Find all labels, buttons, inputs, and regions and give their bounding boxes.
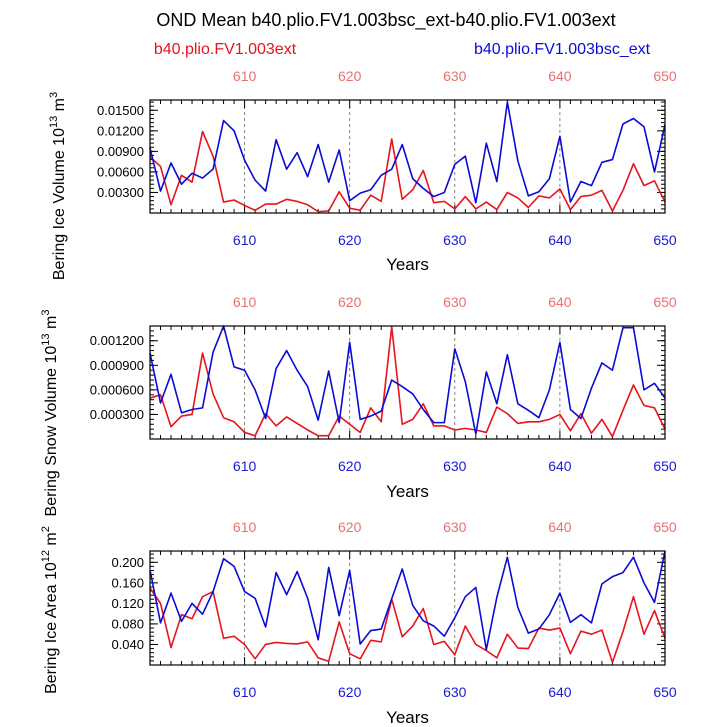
series-line-red: [149, 130, 666, 213]
y-tick-label: 0.001200: [90, 333, 144, 348]
y-tick-label: 0.000300: [90, 407, 144, 422]
x-tick-label-top: 650: [653, 68, 677, 84]
x-tick-label-top: 630: [443, 294, 467, 310]
x-tick-label: 630: [443, 232, 467, 248]
x-tick-label: 650: [653, 232, 677, 248]
x-tick-label: 610: [233, 458, 257, 474]
y-tick-label: 0.000600: [90, 382, 144, 397]
x-tick-label: 620: [338, 458, 362, 474]
x-tick-label: 620: [338, 684, 362, 700]
x-tick-label-top: 610: [233, 294, 257, 310]
y-tick-label: 0.00600: [97, 164, 144, 179]
x-tick-label-top: 650: [653, 519, 677, 535]
panels: 0.00300 0.00600 0.00900 0.01200 0.01500 610 61…: [40, 68, 677, 727]
y-tick-label: 0.040: [111, 637, 144, 652]
x-tick-label-top: 610: [233, 68, 257, 84]
x-tick-label: 640: [548, 458, 572, 474]
panel-2: 0.000300 0.000600 0.000900 0.001200 610 610 62…: [40, 294, 677, 516]
x-tick-label: 620: [338, 232, 362, 248]
y-axis-label: Bering Ice Volume 1013 m3: [48, 92, 68, 280]
plot-frame: [149, 99, 666, 214]
panel-1: 0.00300 0.00600 0.00900 0.01200 0.01500 610 61…: [48, 68, 677, 280]
y-tick-label: 0.200: [111, 555, 144, 570]
left-series-label: b40.plio.FV1.003ext: [154, 41, 297, 58]
x-tick-label-top: 640: [548, 294, 572, 310]
x-axis-label: Years: [386, 255, 429, 274]
y-tick-label: 0.080: [111, 616, 144, 631]
x-tick-label-top: 630: [443, 68, 467, 84]
y-tick-label: 0.160: [111, 575, 144, 590]
x-axis-label: Years: [386, 708, 429, 727]
x-tick-label-top: 630: [443, 519, 467, 535]
x-tick-label-top: 650: [653, 294, 677, 310]
panel-3: 0.040 0.080 0.120 0.160 0.200 610 610 620 620 630…: [40, 519, 677, 727]
series-line-blue: [149, 101, 666, 204]
plot-frame: [149, 550, 666, 666]
x-tick-label: 630: [443, 684, 467, 700]
x-tick-label: 650: [653, 684, 677, 700]
x-tick-label-top: 620: [338, 294, 362, 310]
x-tick-label: 610: [233, 232, 257, 248]
figure-title: OND Mean b40.plio.FV1.003bsc_ext-b40.pli…: [156, 10, 615, 31]
right-series-label: b40.plio.FV1.003bsc_ext: [474, 41, 651, 58]
y-axis-label: Bering Snow Volume 1013 m3: [40, 310, 60, 517]
x-tick-label: 650: [653, 458, 677, 474]
x-tick-label-top: 640: [548, 68, 572, 84]
x-tick-label: 640: [548, 232, 572, 248]
y-tick-label: 0.000900: [90, 358, 144, 373]
x-tick-label-top: 640: [548, 519, 572, 535]
x-axis-label: Years: [386, 482, 429, 501]
x-tick-label-top: 620: [338, 68, 362, 84]
y-tick-label: 0.01500: [97, 103, 144, 118]
y-tick-label: 0.00900: [97, 144, 144, 159]
plot-frame: [149, 325, 666, 440]
x-tick-label: 610: [233, 684, 257, 700]
series-line-blue: [149, 550, 666, 651]
y-axis-label: Bering Ice Area 1012 m2: [40, 526, 60, 694]
x-tick-label-top: 620: [338, 519, 362, 535]
series-line-red: [149, 587, 666, 664]
y-tick-label: 0.01200: [97, 123, 144, 138]
y-tick-label: 0.00300: [97, 185, 144, 200]
y-tick-label: 0.120: [111, 596, 144, 611]
x-tick-label-top: 610: [233, 519, 257, 535]
x-tick-label: 640: [548, 684, 572, 700]
x-tick-label: 630: [443, 458, 467, 474]
series-line-blue: [149, 325, 666, 435]
